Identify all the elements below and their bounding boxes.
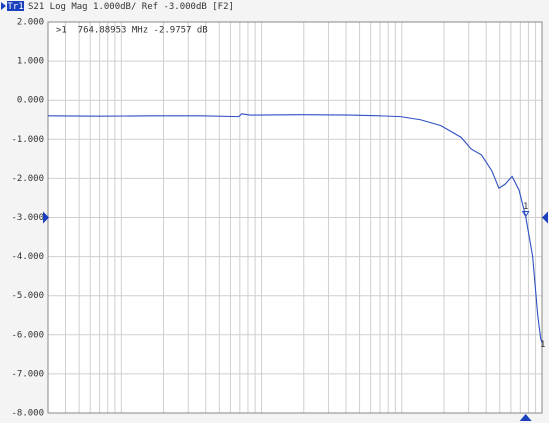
marker-readout: >1 764.88953 MHz -2.9757 dB — [56, 26, 208, 36]
trace-arrow — [1, 2, 6, 10]
trace — [47, 113, 543, 343]
marker-label: 1 — [523, 202, 528, 212]
y-tick-label: -4.000 — [11, 252, 44, 262]
y-tick-label: -6.000 — [11, 330, 44, 340]
y-tick-label: -7.000 — [11, 369, 44, 379]
y-tick-label: -2.000 — [11, 174, 44, 184]
y-tick-label: -5.000 — [11, 291, 44, 301]
y-tick-label: 1.000 — [17, 57, 44, 67]
y-tick-label: 0.000 — [17, 96, 44, 106]
chart-title: S21 Log Mag 1.000dB/ Ref -3.000dB [F2] — [28, 2, 234, 12]
marker — [521, 211, 530, 218]
ref-marker-left — [43, 211, 49, 224]
y-tick-label: -3.000 — [11, 213, 44, 223]
trace-badge — [7, 1, 24, 11]
trace-end-label: 1 — [540, 340, 545, 350]
marker-x-indicator — [519, 414, 532, 421]
y-tick-label: -1.000 — [11, 135, 44, 145]
ref-marker-right — [542, 211, 548, 224]
y-tick-label: -8.000 — [11, 409, 44, 419]
y-tick-label: 2.000 — [17, 18, 44, 28]
trace-label: Tr1 — [7, 2, 23, 12]
